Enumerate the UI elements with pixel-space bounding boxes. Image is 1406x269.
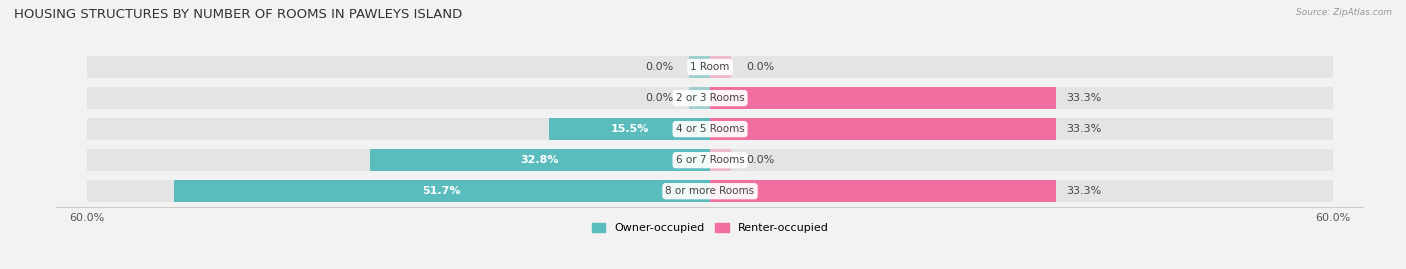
Bar <box>710 149 731 171</box>
Text: Source: ZipAtlas.com: Source: ZipAtlas.com <box>1296 8 1392 17</box>
Text: 51.7%: 51.7% <box>423 186 461 196</box>
Bar <box>710 56 1333 78</box>
Text: 33.3%: 33.3% <box>1066 124 1101 134</box>
Text: 2 or 3 Rooms: 2 or 3 Rooms <box>676 93 744 103</box>
Bar <box>87 149 710 171</box>
Bar <box>87 87 710 109</box>
Text: 0.0%: 0.0% <box>747 62 775 72</box>
Text: 0.0%: 0.0% <box>645 62 673 72</box>
Bar <box>689 87 710 109</box>
Text: 33.3%: 33.3% <box>1066 186 1101 196</box>
Bar <box>710 87 1056 109</box>
Text: 1 Room: 1 Room <box>690 62 730 72</box>
Text: 4 or 5 Rooms: 4 or 5 Rooms <box>676 124 744 134</box>
Text: 0.0%: 0.0% <box>645 93 673 103</box>
Text: 32.8%: 32.8% <box>520 155 560 165</box>
Bar <box>710 87 1333 109</box>
Bar <box>710 56 731 78</box>
Bar <box>550 118 710 140</box>
Legend: Owner-occupied, Renter-occupied: Owner-occupied, Renter-occupied <box>592 223 828 233</box>
Bar <box>689 56 710 78</box>
Bar <box>87 56 710 78</box>
Bar <box>710 118 1056 140</box>
Bar <box>370 149 710 171</box>
Bar <box>173 180 710 202</box>
Text: 15.5%: 15.5% <box>610 124 648 134</box>
Text: HOUSING STRUCTURES BY NUMBER OF ROOMS IN PAWLEYS ISLAND: HOUSING STRUCTURES BY NUMBER OF ROOMS IN… <box>14 8 463 21</box>
Bar <box>87 118 710 140</box>
Bar <box>710 149 1333 171</box>
Text: 6 or 7 Rooms: 6 or 7 Rooms <box>676 155 744 165</box>
Bar <box>710 180 1056 202</box>
Bar <box>710 180 1333 202</box>
Text: 33.3%: 33.3% <box>1066 93 1101 103</box>
Text: 8 or more Rooms: 8 or more Rooms <box>665 186 755 196</box>
Text: 0.0%: 0.0% <box>747 155 775 165</box>
Bar <box>710 118 1333 140</box>
Bar <box>87 180 710 202</box>
